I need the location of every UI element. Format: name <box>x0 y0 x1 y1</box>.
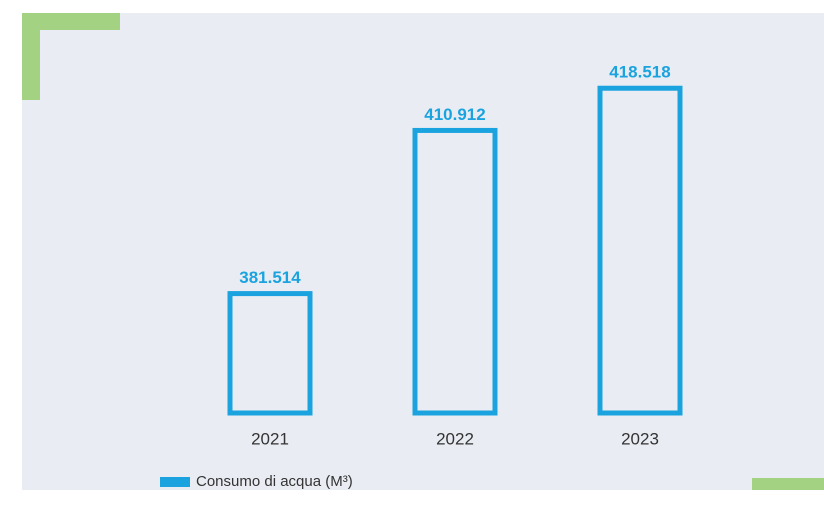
bar <box>227 291 313 416</box>
bar <box>412 127 498 416</box>
x-tick-label: 2023 <box>621 429 659 448</box>
legend-swatch <box>160 477 190 487</box>
legend-label: Consumo di acqua (M³) <box>196 473 353 490</box>
corner-decoration <box>22 13 40 100</box>
value-label: 418.518 <box>609 63 670 82</box>
x-tick-label: 2021 <box>251 429 289 448</box>
corner-decoration <box>22 13 120 30</box>
background <box>22 13 824 490</box>
value-label: 381.514 <box>239 268 301 287</box>
bar <box>597 85 683 416</box>
corner-decoration <box>752 478 824 490</box>
value-label: 410.912 <box>424 105 485 124</box>
x-tick-label: 2022 <box>436 429 474 448</box>
